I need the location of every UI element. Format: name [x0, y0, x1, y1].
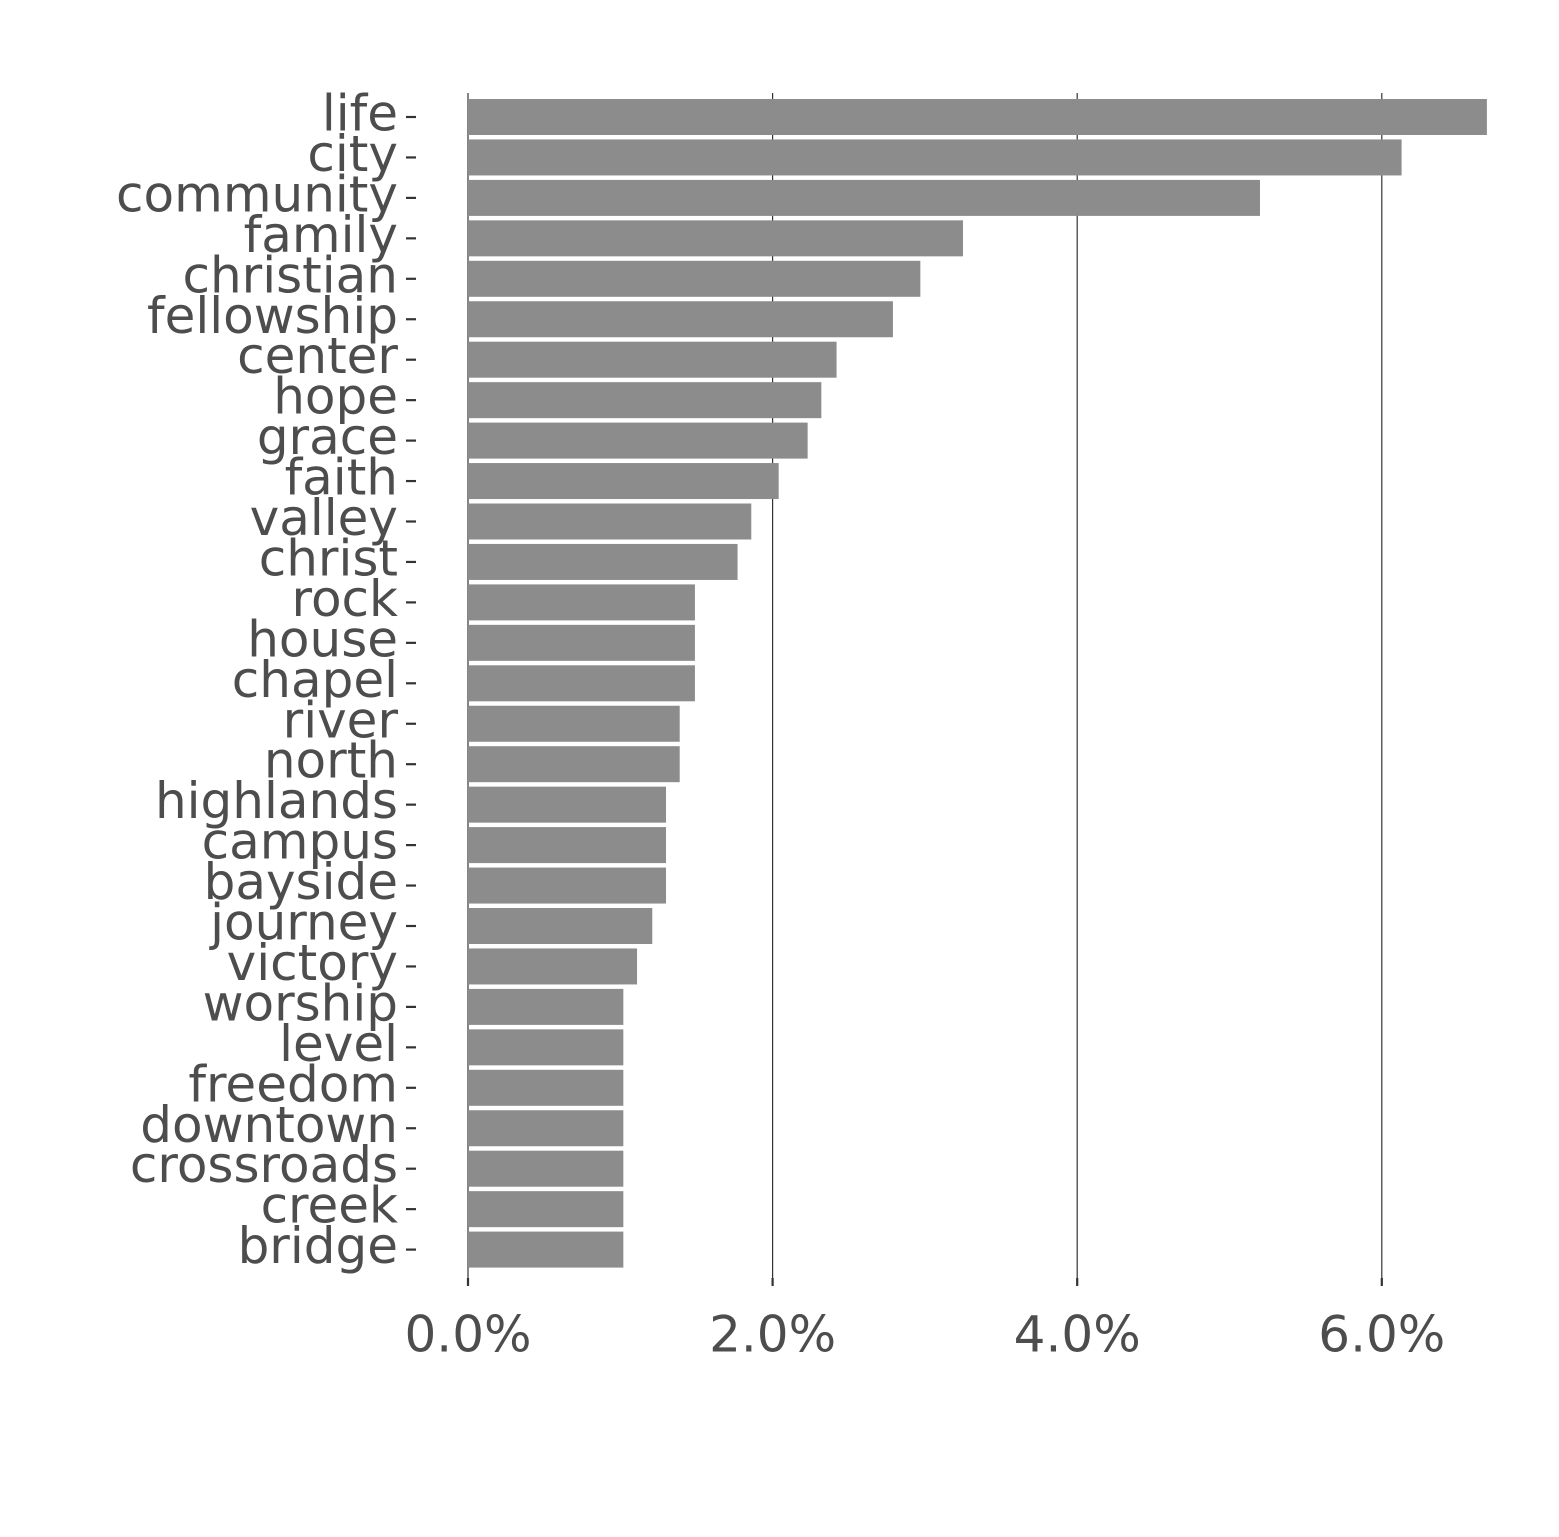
bar-creek [468, 1191, 624, 1228]
bar-city [468, 139, 1402, 176]
x-tick-label: 0.0% [404, 1306, 531, 1364]
y-category-label: river [283, 691, 399, 749]
x-tick-label: 4.0% [1014, 1306, 1141, 1364]
y-category-label: bayside [204, 853, 398, 911]
y-category-label: crossroads [130, 1136, 398, 1194]
x-axis-ticks: 0.0% 2.0% 4.0% 6.0% [404, 1278, 1445, 1364]
bar-victory [468, 948, 638, 985]
y-axis-labels: lifecitycommunityfamilychristianfellowsh… [116, 85, 416, 1275]
y-category-label: bridge [238, 1217, 398, 1275]
bar-life [468, 99, 1487, 135]
y-category-label: city [307, 125, 398, 183]
bar-river [468, 705, 680, 742]
bar-bridge [468, 1231, 624, 1268]
bar-worship [468, 988, 624, 1025]
y-category-label: victory [227, 934, 398, 992]
y-category-label: highlands [155, 772, 398, 830]
y-category-label: north [264, 732, 398, 790]
bar-bayside [468, 867, 666, 904]
bar-fellowship [468, 301, 893, 338]
bar-north [468, 746, 680, 783]
bar-journey [468, 908, 653, 944]
bar-hope [468, 382, 822, 419]
bar-house [468, 624, 695, 661]
bar-level [468, 1029, 624, 1066]
bar-christ [468, 543, 738, 580]
y-category-label: creek [261, 1177, 398, 1235]
bar-chapel [468, 665, 695, 702]
y-category-label: valley [250, 489, 398, 547]
y-category-label: journey [209, 894, 398, 952]
y-category-label: faith [285, 449, 398, 507]
bar-crossroads [468, 1150, 624, 1187]
bar-layer [468, 99, 1487, 1268]
y-category-label: chapel [232, 651, 398, 709]
y-category-label: grace [257, 408, 398, 466]
x-tick-label: 6.0% [1318, 1306, 1445, 1364]
y-category-label: christ [259, 529, 398, 587]
bar-family [468, 220, 963, 257]
bar-rock [468, 584, 695, 621]
bar-christian [468, 260, 921, 297]
y-category-label: house [247, 610, 398, 668]
y-category-label: family [244, 206, 398, 264]
y-category-label: freedom [188, 1055, 398, 1113]
bar-faith [468, 463, 779, 500]
y-category-label: life [322, 85, 398, 143]
y-category-label: downtown [140, 1096, 398, 1154]
bar-highlands [468, 786, 666, 823]
y-category-label: level [279, 1015, 398, 1073]
x-tick-label: 2.0% [709, 1306, 836, 1364]
y-category-label: worship [203, 974, 398, 1032]
bar-downtown [468, 1110, 624, 1147]
bar-center [468, 341, 837, 378]
y-category-label: campus [202, 813, 398, 871]
y-category-label: center [237, 327, 398, 385]
bar-grace [468, 422, 808, 459]
y-category-label: christian [182, 246, 398, 304]
bar-valley [468, 503, 752, 540]
y-category-label: rock [292, 570, 399, 628]
y-category-label: community [116, 165, 398, 223]
y-category-label: hope [273, 368, 398, 426]
bar-campus [468, 827, 666, 864]
bar-community [468, 179, 1260, 216]
bar-freedom [468, 1069, 624, 1106]
y-category-label: fellowship [147, 287, 398, 345]
